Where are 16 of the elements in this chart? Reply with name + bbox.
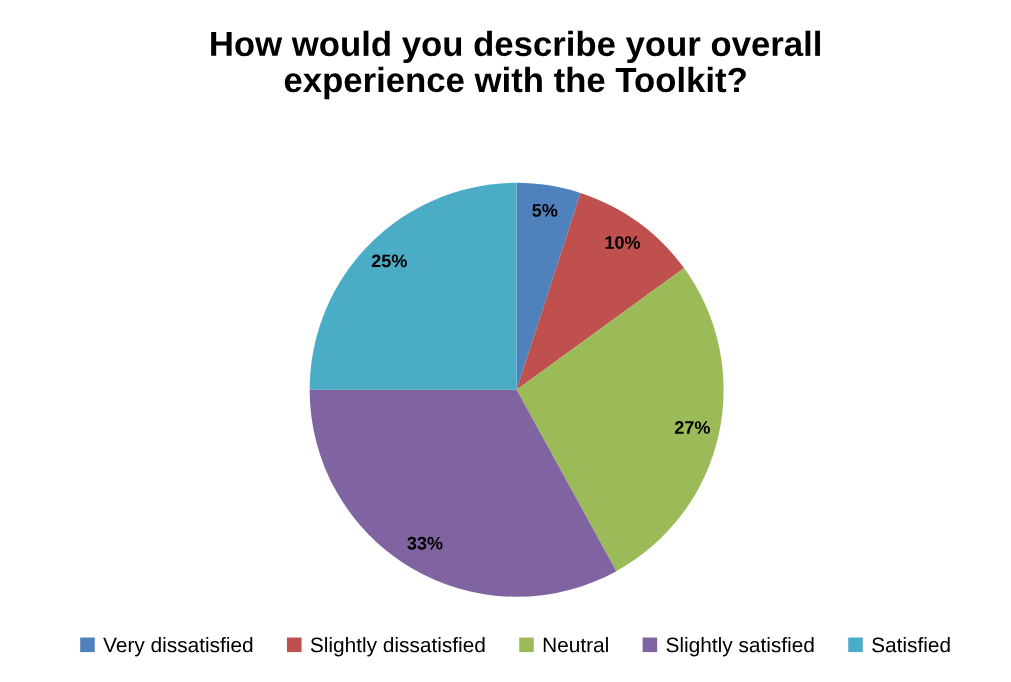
pie-slice xyxy=(309,182,517,390)
pie-slice xyxy=(516,192,685,390)
legend-label: Satisfied xyxy=(872,637,950,653)
data-label: 33% xyxy=(407,536,443,550)
data-label: 5% xyxy=(532,204,558,217)
legend-label: Slightly dissatisfied xyxy=(310,637,485,657)
data-label: 27% xyxy=(674,421,710,434)
data-label: 10% xyxy=(605,236,641,249)
pie-slice xyxy=(516,268,724,572)
pie-slice xyxy=(516,182,581,390)
chart-title: How would you describe your overall experience with the Toolkit? xyxy=(211,30,820,100)
legend-label: Neutral xyxy=(543,637,608,653)
legend-label: Very dissatisfied xyxy=(103,637,253,657)
legend-label: Slightly satisfied xyxy=(666,637,814,657)
pie-slice xyxy=(309,389,617,597)
data-label: 25% xyxy=(371,254,407,268)
